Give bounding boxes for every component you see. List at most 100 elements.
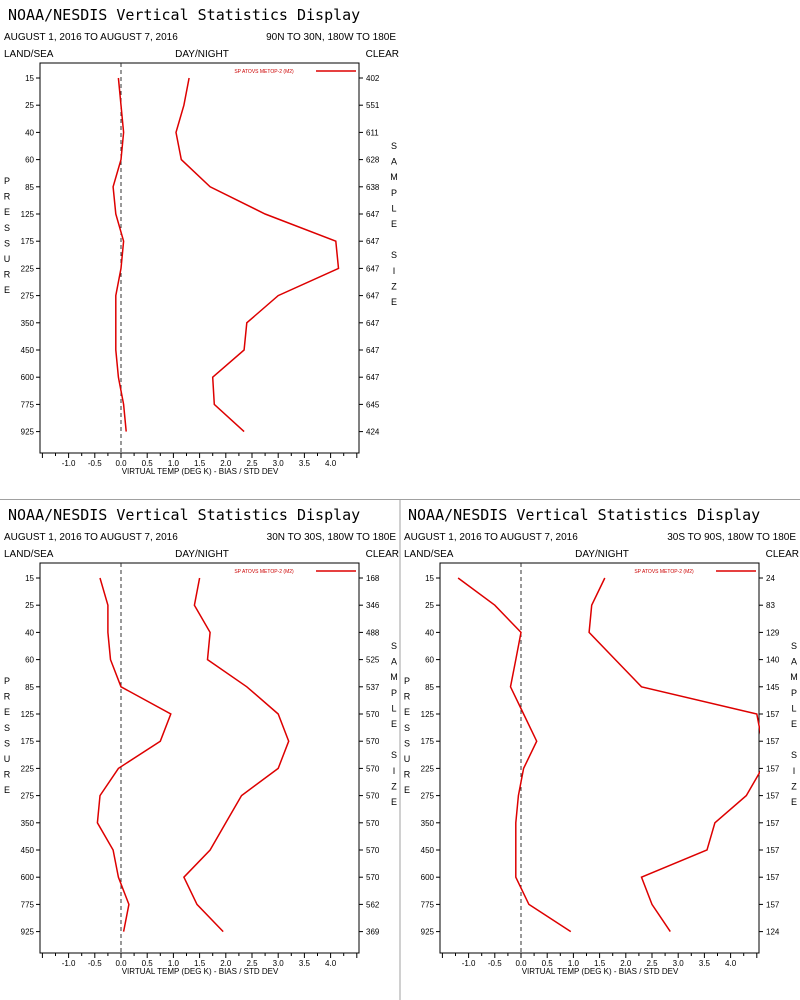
x-axis-label: VIRTUAL TEMP (DEG K) - BIAS / STD DEV: [522, 967, 679, 976]
pressure-level-label: 175: [21, 237, 35, 246]
pressure-level-label: 775: [421, 900, 435, 909]
legend-entry: SP ATOVS METOP-2 (M2): [234, 69, 294, 75]
corner-left-label: LAND/SEA: [4, 549, 54, 560]
corner-center-label: DAY/NIGHT: [175, 49, 229, 60]
plot-frame: [439, 562, 760, 954]
plot-frame: [39, 62, 360, 454]
corner-right-label: CLEAR: [366, 49, 399, 60]
pressure-level-label: 25: [425, 601, 434, 610]
pressure-level-label: 175: [421, 737, 435, 746]
sample-size-label: 129: [766, 628, 780, 637]
std-dev-line: [588, 577, 760, 933]
region-label: 30N TO 30S, 180W TO 180E: [267, 532, 397, 543]
chart-panel-1: NOAA/NESDIS Vertical Statistics Display A…: [4, 6, 399, 476]
pressure-level-label: 175: [21, 737, 35, 746]
plot-frame: [39, 562, 360, 954]
sample-size-label: 551: [366, 101, 380, 110]
x-tick-label: -0.5: [88, 959, 102, 968]
x-tick-label: 3.5: [699, 959, 711, 968]
sample-size-label: 346: [366, 601, 380, 610]
sample-size-label: 157: [766, 737, 780, 746]
chart-title: NOAA/NESDIS Vertical Statistics Display: [8, 6, 360, 24]
pressure-level-label: 40: [25, 628, 34, 637]
sample-size-label: 647: [366, 373, 380, 382]
x-tick-label: -0.5: [88, 459, 102, 468]
pressure-level-label: 40: [425, 628, 434, 637]
sample-size-label: 570: [366, 846, 380, 855]
sample-size-label: 628: [366, 156, 380, 165]
sample-size-label: 157: [766, 873, 780, 882]
region-label: 30S TO 90S, 180W TO 180E: [667, 532, 796, 543]
pressure-level-label: 450: [21, 346, 35, 355]
bias-line: [457, 577, 572, 933]
legend-entry: SP ATOVS METOP-2 (M2): [234, 569, 294, 575]
corner-center-label: DAY/NIGHT: [575, 549, 629, 560]
pressure-level-label: 600: [421, 873, 435, 882]
x-tick-label: 0.5: [142, 459, 154, 468]
date-range: AUGUST 1, 2016 TO AUGUST 7, 2016: [4, 532, 178, 543]
pressure-level-label: 925: [421, 928, 435, 937]
corner-center-label: DAY/NIGHT: [175, 549, 229, 560]
sample-size-label: 157: [766, 792, 780, 801]
sample-size-label: 157: [766, 819, 780, 828]
sample-size-label: 570: [366, 710, 380, 719]
pressure-level-label: 600: [21, 373, 35, 382]
pressure-level-label: 15: [25, 74, 34, 83]
x-tick-label: 3.5: [299, 459, 311, 468]
x-axis-label: VIRTUAL TEMP (DEG K) - BIAS / STD DEV: [122, 467, 279, 476]
x-tick-label: 1.5: [194, 459, 206, 468]
date-range: AUGUST 1, 2016 TO AUGUST 7, 2016: [404, 532, 578, 543]
sample-size-label: 124: [766, 928, 780, 937]
pressure-level-label: 40: [25, 128, 34, 137]
x-tick-label: 3.5: [299, 959, 311, 968]
x-tick-label: -0.5: [488, 959, 502, 968]
bias-line: [96, 577, 172, 932]
sample-size-label: 140: [766, 656, 780, 665]
sample-size-label: 647: [366, 292, 380, 301]
sample-size-label: 647: [366, 237, 380, 246]
sample-size-label: 638: [366, 183, 380, 192]
sample-size-label: 145: [766, 683, 780, 692]
std-dev-line: [175, 77, 340, 433]
pressure-level-label: 60: [25, 656, 34, 665]
x-tick-label: 2.5: [246, 459, 258, 468]
sample-size-label: 24: [766, 574, 775, 583]
sample-size-label: 157: [766, 900, 780, 909]
x-tick-label: 4.0: [325, 459, 337, 468]
sample-size-label: 570: [366, 737, 380, 746]
sample-size-label: 570: [366, 819, 380, 828]
x-tick-label: 1.0: [168, 959, 180, 968]
pressure-level-label: 275: [21, 792, 35, 801]
pressure-level-label: 125: [21, 210, 35, 219]
pressure-level-label: 60: [25, 156, 34, 165]
sample-size-label: 537: [366, 683, 380, 692]
sample-size-label: 570: [366, 873, 380, 882]
bias-line: [112, 77, 127, 432]
x-tick-label: 0.5: [142, 959, 154, 968]
pressure-level-label: 775: [21, 400, 35, 409]
pressure-level-label: 450: [21, 846, 35, 855]
pressure-level-label: 450: [421, 846, 435, 855]
x-tick-label: 3.0: [273, 959, 285, 968]
pressure-level-label: 350: [21, 319, 35, 328]
pressure-level-label: 125: [21, 710, 35, 719]
sample-size-label: 562: [366, 900, 380, 909]
sample-size-label: 611: [366, 128, 379, 137]
sample-size-label: 647: [366, 319, 380, 328]
corner-left-label: LAND/SEA: [404, 549, 454, 560]
sample-size-label: 402: [366, 74, 380, 83]
pressure-level-label: 60: [425, 656, 434, 665]
x-tick-label: 0.0: [115, 459, 127, 468]
date-range: AUGUST 1, 2016 TO AUGUST 7, 2016: [4, 32, 178, 43]
x-tick-label: -1.0: [62, 459, 76, 468]
pressure-level-label: 85: [25, 683, 34, 692]
pressure-level-label: 15: [25, 574, 34, 583]
sample-size-label: 647: [366, 210, 380, 219]
x-tick-label: 0.0: [115, 959, 127, 968]
